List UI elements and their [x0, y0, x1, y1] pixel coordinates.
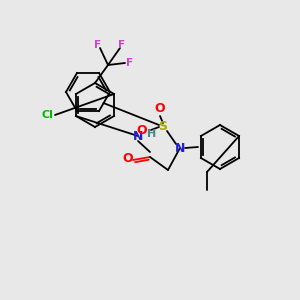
Text: S: S [158, 121, 167, 134]
Text: N: N [175, 142, 185, 154]
Text: O: O [155, 101, 165, 115]
Text: F: F [126, 58, 134, 68]
Text: N: N [133, 130, 143, 142]
Text: Cl: Cl [41, 110, 53, 120]
Text: O: O [137, 124, 147, 136]
Text: O: O [123, 152, 133, 166]
Text: H: H [147, 129, 157, 139]
Text: F: F [94, 40, 102, 50]
Text: F: F [118, 40, 126, 50]
